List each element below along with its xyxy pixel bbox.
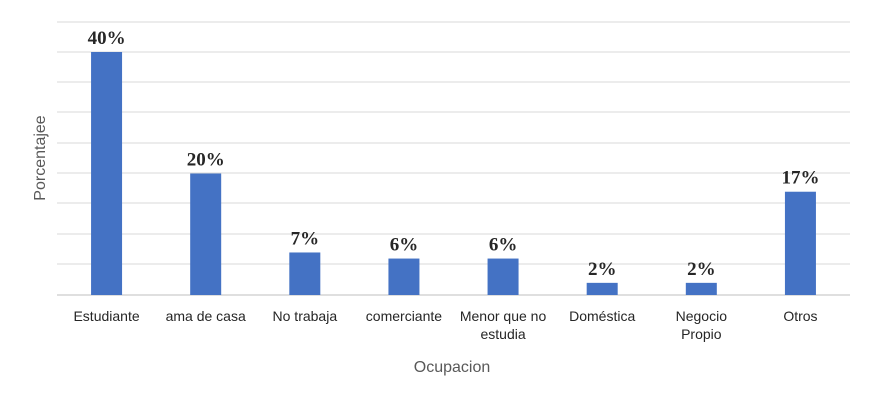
x-axis-title: Ocupacion — [414, 359, 491, 376]
data-label-1: 20% — [187, 150, 225, 171]
x-tick-label-1: ama de casa — [166, 308, 246, 324]
data-label-7: 17% — [781, 168, 819, 189]
bar-6 — [685, 282, 717, 295]
gridlines — [57, 21, 850, 265]
bar-0 — [91, 52, 123, 295]
data-label-5: 2% — [588, 259, 617, 280]
data-label-0: 40% — [88, 28, 126, 49]
data-label-2: 7% — [291, 228, 320, 249]
x-tick-label-2: No trabaja — [273, 308, 338, 324]
x-tick-label-5: Doméstica — [569, 308, 635, 324]
data-label-3: 6% — [390, 235, 419, 256]
x-tick-labels-group: Estudiante ama de casa No trabaja comercian… — [73, 308, 817, 342]
x-tick-label-3: comerciante — [366, 308, 442, 324]
x-tick-label-6-line-1: Propio — [681, 326, 722, 342]
bar-3 — [388, 258, 420, 295]
bar-2 — [289, 252, 321, 295]
y-axis-title: Porcentajee — [32, 115, 49, 200]
bars-group — [91, 52, 816, 295]
x-tick-label-0: Estudiante — [73, 308, 139, 324]
data-labels-group: 40% 20% 7% 6% 6% 2% 2% 17% — [88, 28, 820, 280]
data-label-6: 2% — [687, 259, 716, 280]
bar-7 — [784, 191, 816, 295]
bar-4 — [487, 258, 519, 295]
bar-1 — [190, 173, 222, 295]
x-tick-label-4-line-1: estudia — [480, 326, 525, 342]
data-label-4: 6% — [489, 235, 518, 256]
x-tick-label-7: Otros — [783, 308, 817, 324]
x-tick-label-4-line-0: Menor que no — [460, 308, 547, 324]
bar-5 — [586, 282, 618, 295]
x-tick-label-6-line-0: Negocio — [676, 308, 728, 324]
